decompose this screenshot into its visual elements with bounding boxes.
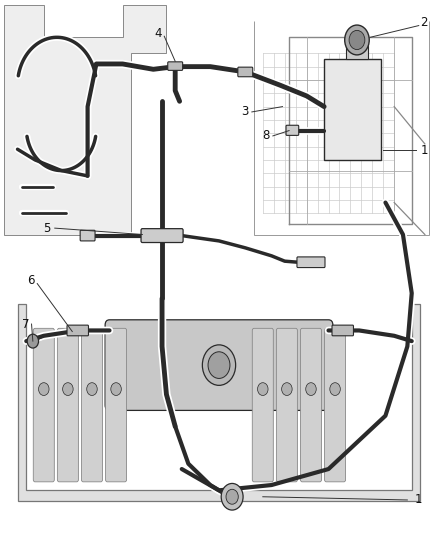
Text: 5: 5	[44, 222, 51, 235]
Circle shape	[39, 383, 49, 395]
FancyBboxPatch shape	[67, 325, 88, 336]
Circle shape	[282, 383, 292, 395]
FancyBboxPatch shape	[324, 59, 381, 160]
FancyBboxPatch shape	[300, 328, 321, 482]
FancyBboxPatch shape	[105, 320, 333, 410]
FancyBboxPatch shape	[81, 328, 102, 482]
FancyBboxPatch shape	[325, 328, 346, 482]
Circle shape	[349, 30, 365, 50]
FancyBboxPatch shape	[57, 328, 78, 482]
Circle shape	[226, 489, 238, 504]
Circle shape	[202, 345, 236, 385]
Text: 7: 7	[21, 318, 29, 330]
Circle shape	[258, 383, 268, 395]
FancyBboxPatch shape	[33, 328, 54, 482]
Circle shape	[208, 352, 230, 378]
FancyBboxPatch shape	[106, 328, 127, 482]
FancyBboxPatch shape	[80, 230, 95, 241]
Text: 8: 8	[262, 130, 269, 142]
Text: 1: 1	[420, 144, 428, 157]
FancyBboxPatch shape	[276, 328, 297, 482]
Circle shape	[330, 383, 340, 395]
FancyBboxPatch shape	[297, 257, 325, 268]
FancyBboxPatch shape	[168, 62, 183, 70]
Circle shape	[27, 334, 39, 348]
Polygon shape	[4, 5, 166, 235]
FancyBboxPatch shape	[238, 67, 253, 77]
Circle shape	[345, 25, 369, 55]
FancyBboxPatch shape	[286, 125, 299, 135]
FancyBboxPatch shape	[141, 229, 183, 243]
Text: 4: 4	[154, 27, 162, 40]
Polygon shape	[18, 304, 420, 501]
Circle shape	[111, 383, 121, 395]
FancyBboxPatch shape	[332, 325, 353, 336]
Text: 6: 6	[27, 274, 35, 287]
FancyBboxPatch shape	[346, 45, 368, 59]
Circle shape	[63, 383, 73, 395]
Text: 2: 2	[420, 16, 428, 29]
Circle shape	[87, 383, 97, 395]
Text: 3: 3	[241, 106, 248, 118]
Circle shape	[306, 383, 316, 395]
FancyBboxPatch shape	[252, 328, 273, 482]
Circle shape	[221, 483, 243, 510]
Text: 1: 1	[414, 494, 422, 506]
